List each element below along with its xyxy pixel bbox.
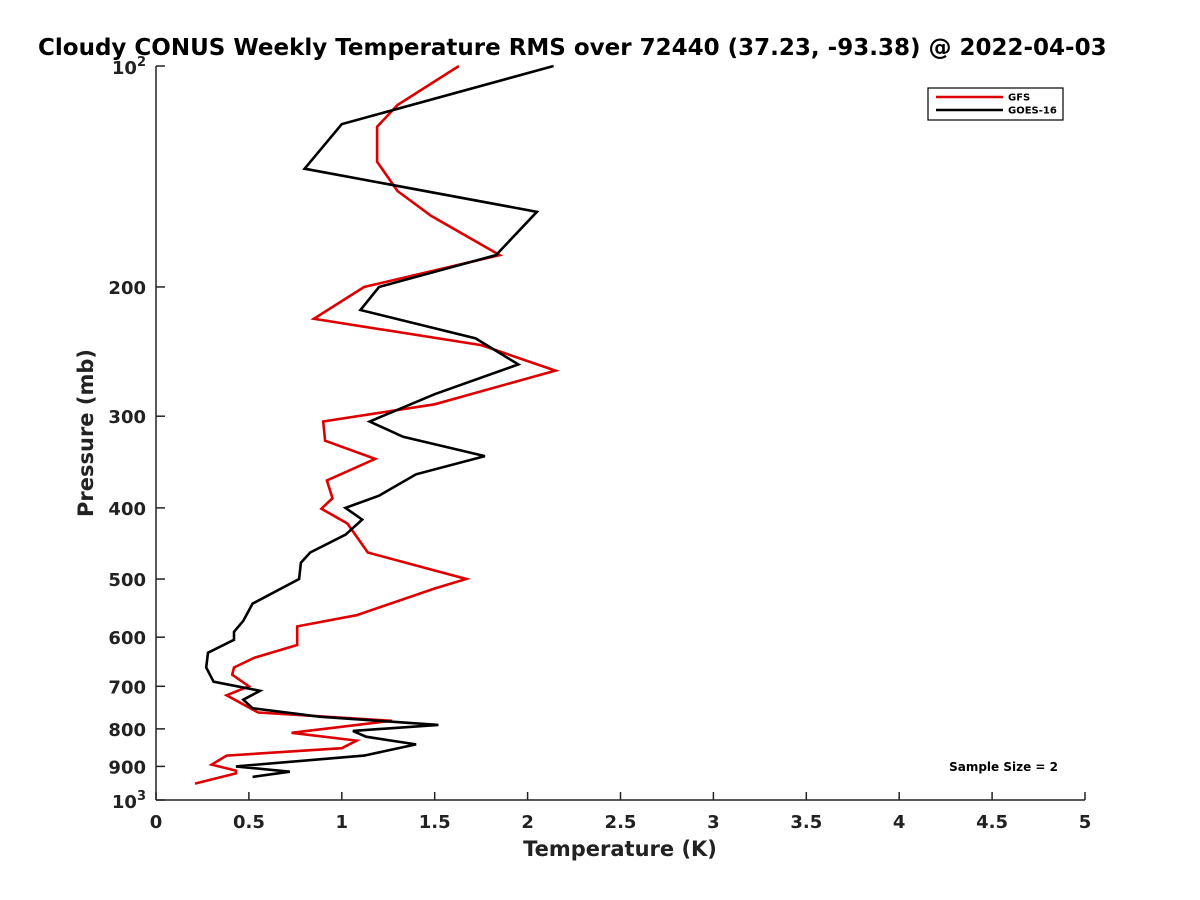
chart-title: Cloudy CONUS Weekly Temperature RMS over… <box>38 35 1107 61</box>
x-tick-label: 4.5 <box>976 812 1008 833</box>
x-tick-label: 1 <box>336 812 349 833</box>
legend-box <box>927 87 1064 121</box>
series-layer <box>194 64 560 785</box>
legend-label-gfs: GFS <box>1008 93 1030 104</box>
y-tick-label: 103 <box>112 789 146 813</box>
y-axis-label: Pressure (mb) <box>74 349 98 517</box>
x-tick-label: 1.5 <box>419 812 451 833</box>
y-tick-label: 500 <box>108 570 146 591</box>
x-tick-label: 5 <box>1079 812 1092 833</box>
y-tick-label: 800 <box>108 720 146 741</box>
y-tick-label: 600 <box>108 628 146 649</box>
x-tick-label: 4 <box>893 812 906 833</box>
x-tick-label: 2.5 <box>605 812 637 833</box>
y-tick-label: 300 <box>108 407 146 428</box>
legend: GFS GOES-16 <box>927 87 1064 121</box>
sample-size-annotation: Sample Size = 2 <box>949 760 1058 774</box>
x-axis-label: Temperature (K) <box>523 837 717 861</box>
axes-layer: 0 0.5 1 1.5 2 2.5 3 3.5 4 4.5 5 102 103 200 300 400 500 6… <box>108 55 1091 833</box>
x-tick-label: 0 <box>150 812 163 833</box>
x-tick-label: 3 <box>707 812 720 833</box>
series-line-goes-16 <box>204 64 554 779</box>
x-tick-label: 0.5 <box>233 812 265 833</box>
x-tick-label: 2 <box>521 812 534 833</box>
y-tick-label: 700 <box>108 677 146 698</box>
x-tick-label: 3.5 <box>790 812 822 833</box>
y-tick-label: 102 <box>112 55 146 79</box>
y-tick-label: 200 <box>108 278 146 299</box>
y-tick-label: 400 <box>108 499 146 520</box>
series-line-gfs <box>194 64 560 785</box>
legend-label-goes-16: GOES-16 <box>1008 106 1057 117</box>
y-tick-label: 900 <box>108 757 146 778</box>
